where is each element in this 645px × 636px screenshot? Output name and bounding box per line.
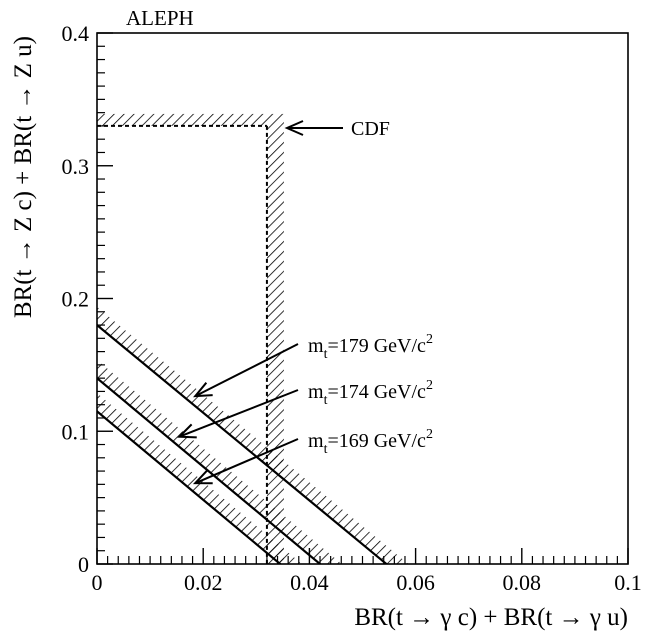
experiment-label: ALEPH — [126, 6, 194, 30]
mass-label: mt=179 GeV/c2 — [308, 332, 433, 362]
x-axis-title: BR(t → γ c) + BR(t → γ u) — [354, 604, 628, 631]
x-tick-label: 0.02 — [184, 570, 223, 595]
y-tick-label: 0 — [78, 552, 89, 577]
cdf-hatch-horizontal — [97, 113, 284, 126]
y-tick-label: 0.3 — [62, 154, 90, 179]
x-ticks: 0 0.02 0.04 0.06 0.08 0.1 — [92, 548, 642, 595]
y-tick-label: 0.2 — [62, 287, 90, 312]
y-ticks: 0 0.1 0.2 0.3 0.4 — [62, 21, 113, 577]
x-tick-label: 0.04 — [290, 570, 329, 595]
limit-lines — [97, 124, 389, 564]
cdf-annotation: CDF — [284, 118, 390, 140]
mass-arrow — [192, 438, 299, 485]
x-tick-label: 0 — [92, 570, 103, 595]
hatch-band — [97, 359, 342, 564]
x-tick-label: 0.1 — [614, 570, 642, 595]
hatch-band — [97, 306, 409, 564]
limit-line — [97, 409, 282, 564]
mass-label: mt=174 GeV/c2 — [308, 378, 433, 408]
y-axis-title: BR(t → Z c) + BR(t → Z u) — [10, 36, 37, 318]
y-tick-label: 0.1 — [62, 419, 90, 444]
x-tick-label: 0.06 — [396, 570, 435, 595]
limit-line — [97, 323, 389, 564]
plot-frame — [96, 32, 629, 565]
cdf-hatch-vertical — [266, 125, 284, 564]
cdf-arrow — [284, 120, 343, 136]
cdf-label: CDF — [351, 118, 390, 140]
mass-arrow — [193, 343, 299, 398]
mass-annotations: mt=179 GeV/c2 mt=174 GeV/c2 mt=169 GeV/c2 — [176, 332, 433, 485]
mass-arrow — [176, 389, 299, 439]
mass-label: mt=169 GeV/c2 — [308, 427, 433, 457]
y-tick-label: 0.4 — [62, 21, 90, 46]
limit-line — [97, 376, 322, 564]
x-tick-label: 0.08 — [503, 570, 542, 595]
